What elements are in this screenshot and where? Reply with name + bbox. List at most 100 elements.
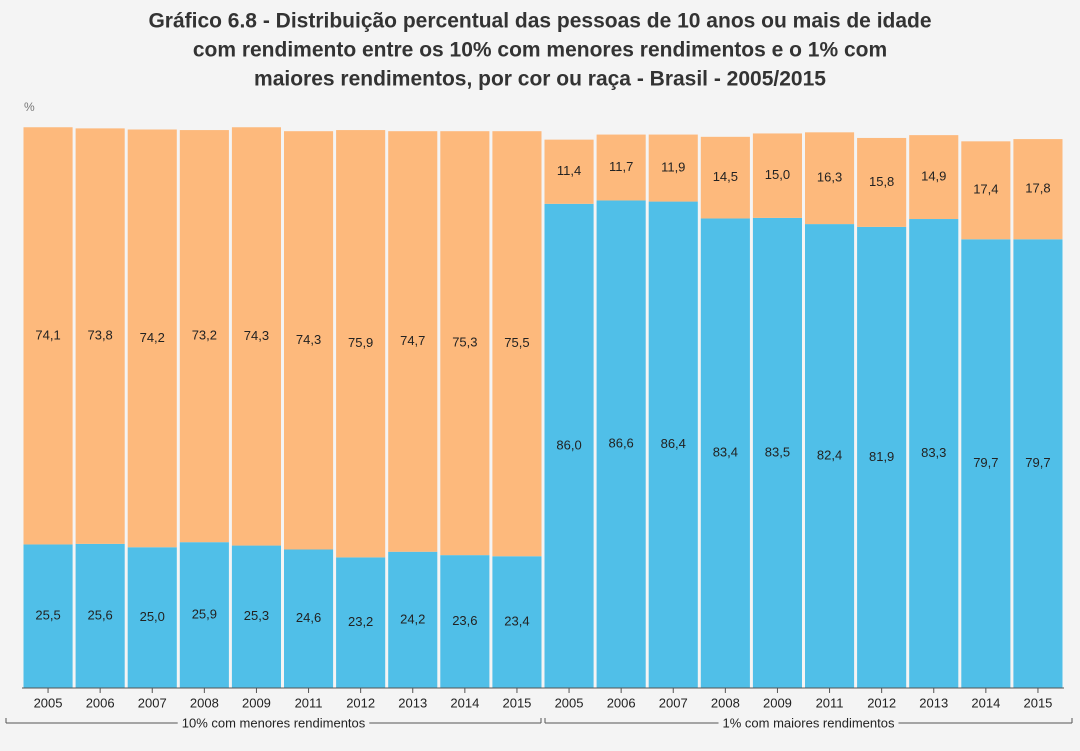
bar-segment xyxy=(752,133,802,218)
bar-segment xyxy=(388,551,438,688)
data-label: 25,5 xyxy=(35,608,60,623)
x-tick-label: 2012 xyxy=(346,695,375,710)
data-label: 14,9 xyxy=(921,169,946,184)
data-label: 15,8 xyxy=(869,174,894,189)
bar-segment xyxy=(648,201,698,688)
group-label-bg xyxy=(177,715,370,731)
data-label: 86,6 xyxy=(608,436,633,451)
data-label: 83,4 xyxy=(713,445,738,460)
data-label: 23,4 xyxy=(504,614,529,629)
data-label: 79,7 xyxy=(973,455,998,470)
data-label: 74,3 xyxy=(296,332,321,347)
data-label: 11,9 xyxy=(661,160,685,175)
data-label: 75,3 xyxy=(452,335,477,350)
data-label: 74,2 xyxy=(140,330,165,345)
bar-segment xyxy=(492,556,542,688)
x-tick-label: 2009 xyxy=(242,695,271,710)
y-axis-label: % xyxy=(24,100,35,114)
bar-segment xyxy=(700,136,750,219)
bar-segment xyxy=(284,131,334,550)
x-tick-label: 2007 xyxy=(659,695,688,710)
bar-segment xyxy=(544,139,594,204)
data-label: 16,3 xyxy=(817,170,842,185)
x-tick-label: 2012 xyxy=(867,695,896,710)
data-label: 74,3 xyxy=(244,328,269,343)
group-label: 10% com menores rendimentos xyxy=(182,715,366,730)
bar-segment xyxy=(231,127,281,546)
bar-segment xyxy=(127,547,177,688)
x-tick-label: 2005 xyxy=(34,695,63,710)
bar-segment xyxy=(596,134,646,201)
bar-segment xyxy=(909,135,959,220)
bar-segment xyxy=(179,542,229,688)
x-tick-label: 2009 xyxy=(763,695,792,710)
data-label: 23,6 xyxy=(452,613,477,628)
data-label: 25,9 xyxy=(192,607,217,622)
data-label: 11,4 xyxy=(557,163,581,178)
bar-segment xyxy=(388,131,438,552)
data-label: 24,6 xyxy=(296,610,321,625)
data-label: 25,6 xyxy=(87,607,112,622)
data-label: 25,0 xyxy=(140,609,165,624)
data-label: 14,5 xyxy=(713,169,738,184)
x-tick-label: 2014 xyxy=(971,695,1000,710)
data-label: 75,5 xyxy=(504,335,529,350)
bar-segment xyxy=(23,127,73,545)
bar-segment xyxy=(336,130,386,558)
bar-segment xyxy=(231,545,281,688)
bar-segment xyxy=(961,141,1011,240)
bar-segment xyxy=(1013,139,1063,240)
bar-segment xyxy=(596,200,646,688)
x-tick-label: 2005 xyxy=(555,695,584,710)
data-label: 83,5 xyxy=(765,444,790,459)
bar-segment xyxy=(544,203,594,688)
bar-segment xyxy=(857,137,907,227)
bar-segment xyxy=(909,219,959,688)
bar-segment xyxy=(752,217,802,688)
bar-segment xyxy=(648,134,698,202)
chart-title: Gráfico 6.8 - Distribuição percentual da… xyxy=(148,10,931,33)
data-label: 83,3 xyxy=(921,445,946,460)
x-tick-label: 2006 xyxy=(86,695,115,710)
bar-segment xyxy=(75,543,125,688)
x-tick-label: 2011 xyxy=(295,695,323,710)
x-tick-label: 2013 xyxy=(919,695,948,710)
x-tick-label: 2011 xyxy=(816,695,844,710)
bar-segment xyxy=(805,132,855,225)
x-tick-label: 2014 xyxy=(450,695,479,710)
data-label: 15,0 xyxy=(765,167,790,182)
bar-segment xyxy=(75,128,125,544)
bar-segment xyxy=(284,549,334,688)
data-label: 17,4 xyxy=(973,182,998,197)
chart-title: com rendimento entre os 10% com menores … xyxy=(193,39,887,62)
bar-segment xyxy=(1013,239,1063,688)
group-label: 1% com maiores rendimentos xyxy=(723,715,895,730)
data-label: 17,8 xyxy=(1025,181,1050,196)
data-label: 79,7 xyxy=(1025,455,1050,470)
bar-segment xyxy=(492,131,542,557)
bar-segment xyxy=(440,131,490,556)
data-label: 73,8 xyxy=(87,328,112,343)
data-label: 81,9 xyxy=(869,449,894,464)
data-label: 24,2 xyxy=(400,611,425,626)
bar-segment xyxy=(805,224,855,688)
bar-segment xyxy=(23,544,73,688)
x-tick-label: 2008 xyxy=(190,695,219,710)
bar-segment xyxy=(700,218,750,688)
data-label: 74,1 xyxy=(35,327,60,342)
data-label: 73,2 xyxy=(192,328,217,343)
group-label-bg xyxy=(718,715,899,731)
bar-segment xyxy=(857,226,907,688)
x-tick-label: 2008 xyxy=(711,695,740,710)
x-tick-label: 2007 xyxy=(138,695,167,710)
x-tick-label: 2013 xyxy=(398,695,427,710)
bar-segment xyxy=(127,129,177,548)
data-label: 23,2 xyxy=(348,614,373,629)
chart-title: maiores rendimentos, por cor ou raça - B… xyxy=(254,68,826,91)
x-tick-label: 2015 xyxy=(1023,695,1052,710)
bar-segment xyxy=(440,555,490,688)
data-label: 86,0 xyxy=(556,437,581,452)
data-label: 82,4 xyxy=(817,447,842,462)
x-tick-label: 2006 xyxy=(607,695,636,710)
